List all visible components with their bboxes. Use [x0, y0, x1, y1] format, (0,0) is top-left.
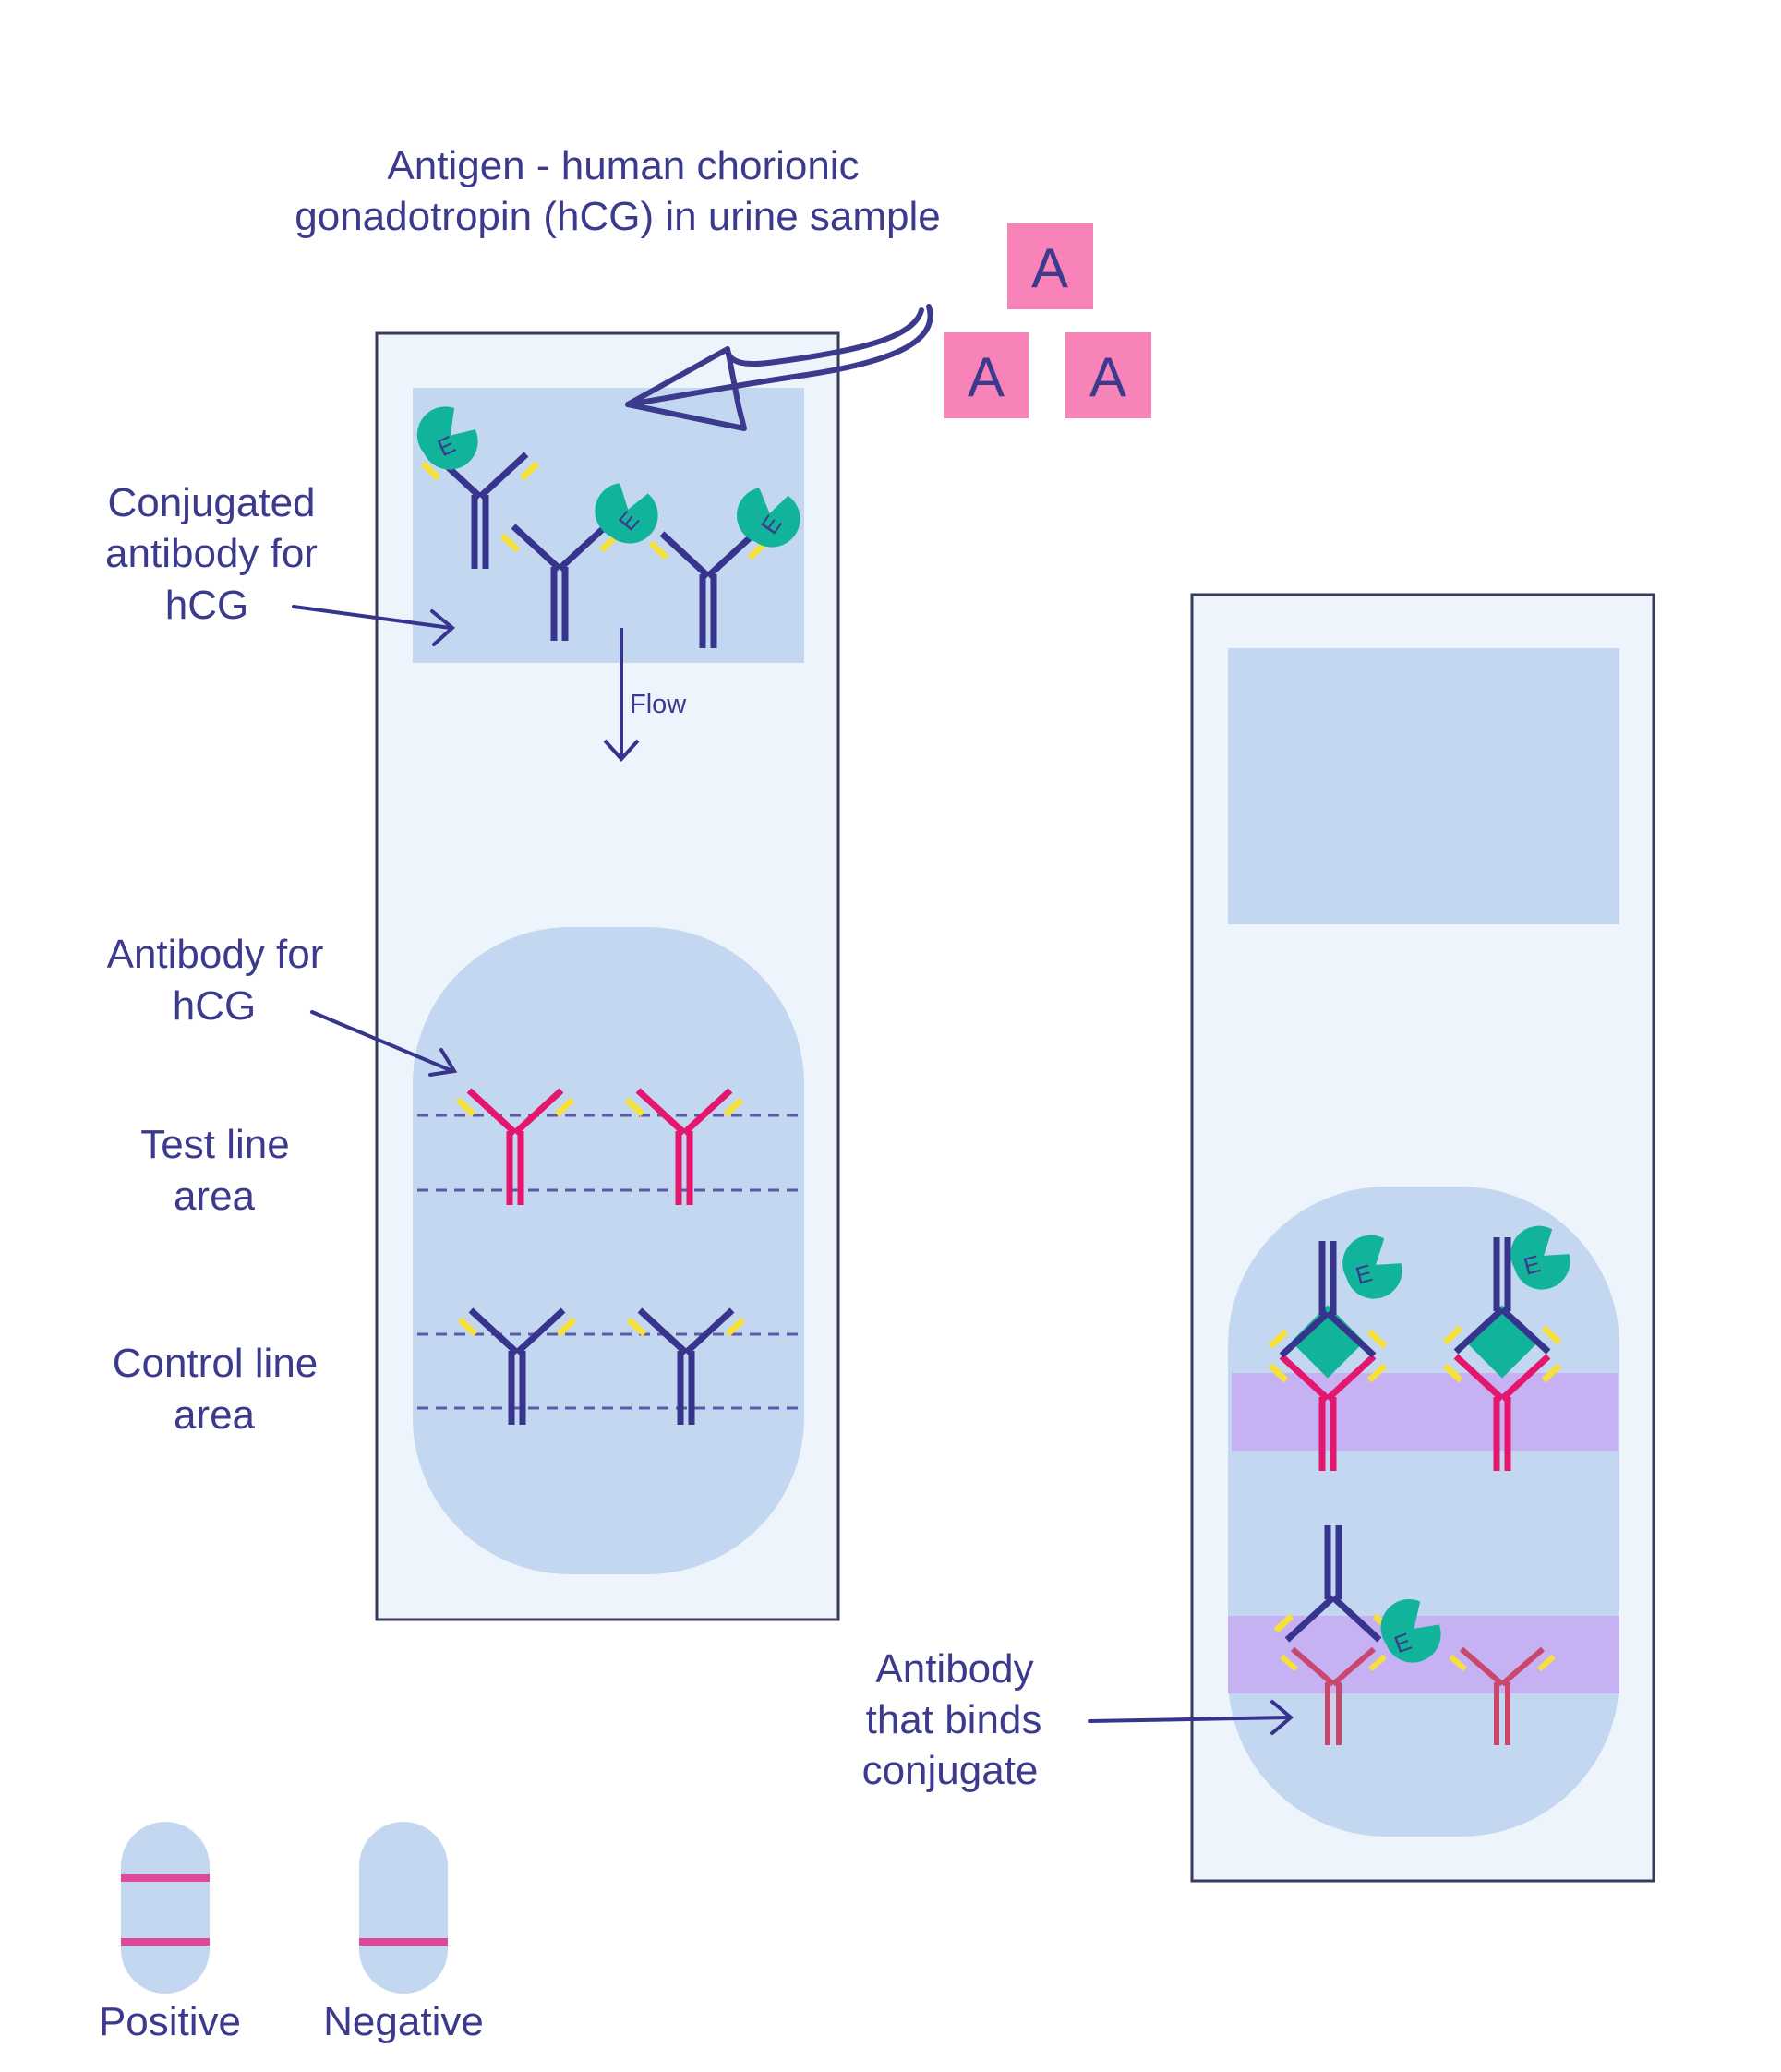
- positive-indicator: [121, 1822, 210, 1994]
- antigen-bound: [1291, 1305, 1365, 1379]
- positive-label: Positive: [99, 1999, 241, 2044]
- svg-text:A: A: [968, 346, 1005, 408]
- control-line-label-line2: area: [174, 1392, 256, 1438]
- svg-text:A: A: [1089, 346, 1126, 408]
- antigen-square-top: A: [1007, 223, 1093, 309]
- flow-label: Flow: [630, 690, 687, 719]
- pointer-arrows: [292, 605, 1294, 1735]
- test-line-label-line2: area: [174, 1174, 256, 1219]
- antigen-square-left: A: [944, 332, 1029, 418]
- left-test-strip: E E E Flow: [375, 331, 840, 1621]
- control-band: [121, 1874, 210, 1882]
- antibody-label-line1: Antibody for: [107, 932, 324, 977]
- conjugate-pad-empty: [1228, 648, 1619, 924]
- test-line-label-line1: Test line: [140, 1122, 289, 1167]
- sample-arrow: [625, 304, 933, 431]
- enzyme-icon: E: [1372, 1590, 1450, 1671]
- control-line-label-line1: Control line: [113, 1341, 319, 1386]
- antigen-label-line2: gonadotropin (hCG) in urine sample: [295, 194, 941, 239]
- binds-label-line2: that binds: [866, 1697, 1042, 1742]
- enzyme-icon: E: [407, 396, 487, 480]
- detection-zone: [413, 927, 804, 1574]
- flow-arrow: [603, 628, 640, 762]
- conjugated-label-line2: antibody for: [105, 531, 318, 576]
- negative-indicator: [359, 1822, 448, 1994]
- svg-text:A: A: [1031, 237, 1068, 299]
- conjugated-label-line3: hCG: [165, 583, 248, 628]
- antigen-square-right: A: [1065, 332, 1151, 418]
- conjugated-label-line1: Conjugated: [107, 480, 315, 525]
- enzyme-icon: E: [583, 470, 670, 556]
- test-band: [121, 1938, 210, 1946]
- binds-label-line1: Antibody: [875, 1646, 1033, 1692]
- binds-label-line3: conjugate: [862, 1748, 1039, 1793]
- control-complex-1: E: [1276, 1525, 1450, 1745]
- test-line-dashes: [417, 1114, 801, 1192]
- antibody-label-line2: hCG: [173, 983, 256, 1029]
- antigen-label-line1: Antigen - human chorionic: [387, 143, 859, 188]
- enzyme-icon: E: [725, 475, 812, 560]
- conjugated-antibody-1: E: [407, 396, 537, 569]
- right-test-strip: E E E: [1190, 593, 1655, 1883]
- enzyme-icon: E: [1504, 1219, 1577, 1296]
- antigen-group: A A A: [944, 223, 1151, 418]
- conjugated-antibody-2: E: [502, 470, 670, 641]
- test-complex-1: E: [1270, 1228, 1409, 1471]
- control-band: [359, 1938, 448, 1946]
- test-complex-2: E: [1445, 1219, 1577, 1471]
- control-line-dashes: [417, 1332, 801, 1410]
- conjugated-antibody-3: E: [651, 475, 812, 648]
- positive-test-line: [1232, 1373, 1618, 1451]
- negative-label: Negative: [323, 1999, 484, 2044]
- detection-zone-right: [1228, 1187, 1619, 1837]
- enzyme-icon: E: [1336, 1228, 1409, 1306]
